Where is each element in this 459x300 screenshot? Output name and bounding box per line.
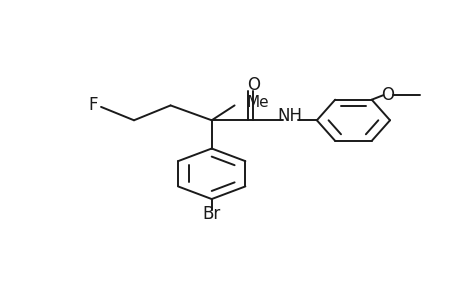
- Text: O: O: [381, 86, 393, 104]
- Text: Me: Me: [246, 95, 268, 110]
- Text: NH: NH: [276, 107, 301, 125]
- Text: F: F: [88, 96, 97, 114]
- Text: O: O: [247, 76, 260, 94]
- Text: Br: Br: [202, 205, 220, 223]
